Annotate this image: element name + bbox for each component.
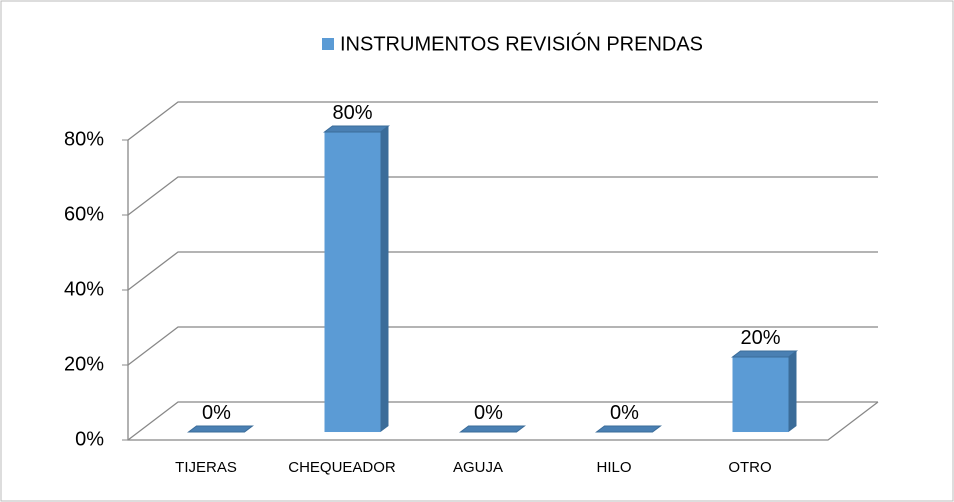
grid-line	[127, 326, 878, 366]
bar-top	[187, 425, 254, 433]
bar-top	[731, 350, 798, 358]
floor-edge	[127, 140, 879, 441]
bar-side	[380, 125, 389, 433]
data-label: 0%	[202, 402, 231, 424]
grid-line	[127, 251, 878, 291]
x-tick-label: TIJERAS	[175, 459, 237, 476]
data-label: 20%	[740, 327, 780, 349]
grid-line	[127, 176, 878, 216]
bar-top	[459, 425, 526, 433]
data-label: 0%	[610, 402, 639, 424]
grid-line	[127, 101, 878, 141]
x-tick-label: AGUJA	[453, 459, 503, 476]
bar	[732, 357, 789, 433]
data-label: 0%	[474, 402, 503, 424]
x-tick-label: CHEQUEADOR	[288, 459, 396, 476]
y-tick-label: 80%	[64, 128, 104, 150]
x-tick-label: OTRO	[728, 459, 771, 476]
bar-side	[788, 350, 797, 433]
y-tick-label: 0%	[75, 428, 104, 450]
bar-top	[323, 125, 390, 133]
y-tick-label: 20%	[64, 353, 104, 375]
bar-top	[595, 425, 662, 433]
data-label: 80%	[332, 102, 372, 124]
legend-swatch	[322, 38, 334, 50]
bar	[324, 132, 381, 433]
legend-label: INSTRUMENTOS REVISIÓN PRENDAS	[340, 32, 703, 55]
y-tick-label: 60%	[64, 203, 104, 225]
x-tick-label: HILO	[596, 459, 631, 476]
y-tick-label: 40%	[64, 278, 104, 300]
grid-line	[127, 401, 878, 441]
